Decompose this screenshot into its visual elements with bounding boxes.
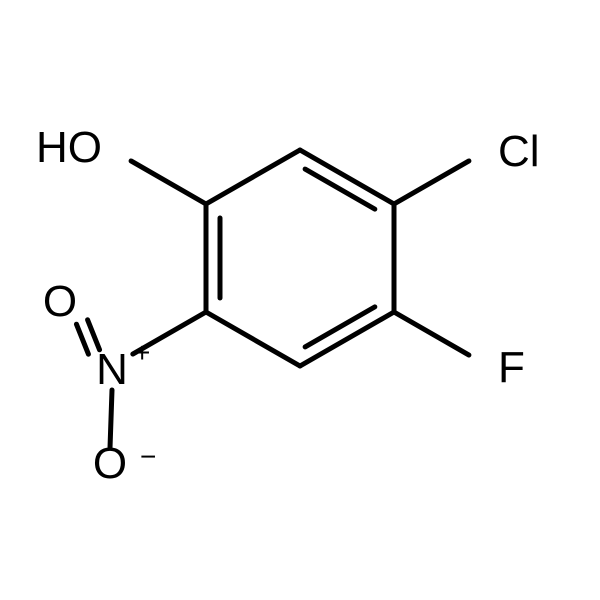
label-cl: Cl [498,127,540,176]
label-o-double: O [43,277,77,326]
ring-bond [206,150,300,204]
nitro-double-bond [76,324,88,354]
substituent-bond-f [394,312,469,355]
label-o-single: O [93,439,127,488]
substituent-bond-cl [394,161,469,204]
label-f: F [498,343,525,392]
label-n: N [96,345,128,394]
label-oh: HO [36,123,102,172]
molecule-diagram: ClFHON+OO− [0,0,600,600]
ring-bond [206,312,300,366]
substituent-bond-oh [131,161,206,204]
charge-n: + [134,337,150,368]
nitro-double-bond [88,320,100,350]
charge-o-minus: − [140,441,156,472]
